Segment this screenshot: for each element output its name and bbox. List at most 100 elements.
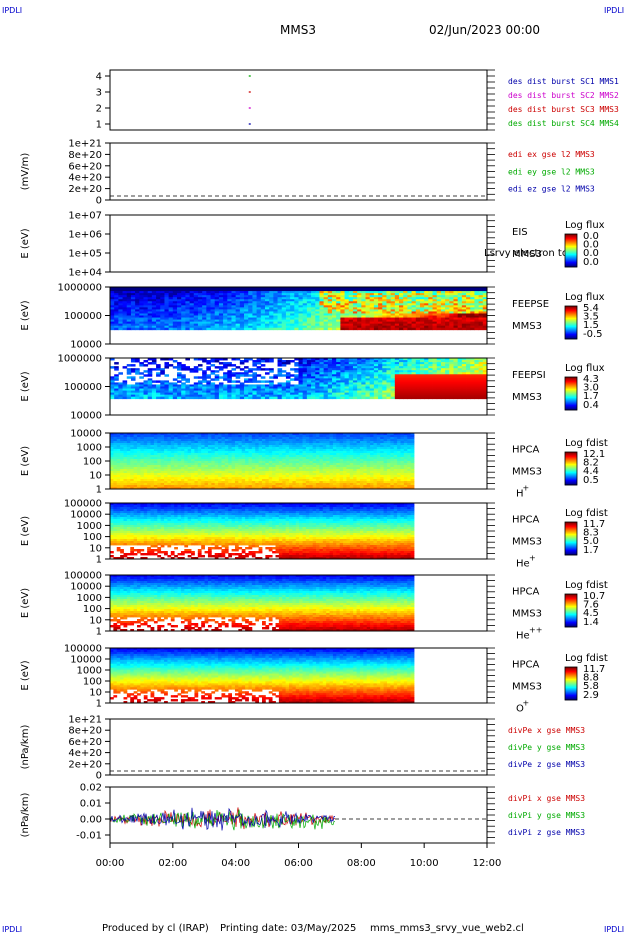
spectrogram-cell-feeps_i (466, 358, 471, 361)
spectrogram-cell-feeps_i (394, 364, 400, 367)
spectrogram-cell-feeps_e (466, 299, 471, 302)
spectrogram-cell-feeps_e (373, 317, 379, 320)
spectrogram-cell-feeps_i (470, 390, 475, 394)
spectrogram-cell-feeps_i (126, 364, 132, 367)
spectrogram-cell-feeps_e (252, 297, 258, 300)
spectrogram-cell-hpca_h (191, 483, 195, 486)
spectrogram-cell-feeps_e (482, 305, 488, 308)
spectrogram-cell-feeps_i (143, 388, 149, 391)
spectrogram-cell-hpca_h (248, 443, 253, 446)
spectrogram-cell-feeps_i (478, 358, 484, 361)
spectrogram-cell-feeps_i (285, 388, 291, 391)
spectrogram-cell-feeps_i (269, 392, 274, 396)
spectrogram-cell-hpca_h (211, 433, 216, 436)
spectrogram-cell-feeps_e (269, 303, 274, 306)
spectrogram-cell-feeps_i (436, 394, 442, 398)
spectrogram-cell-hpca_h (126, 437, 131, 440)
spectrogram-cell-feeps_e (478, 293, 484, 296)
colorbar-segment-feeps_i (565, 399, 577, 401)
spectrogram-cell-feeps_e (319, 323, 325, 327)
spectrogram-cell-hpca_h (120, 453, 124, 456)
spectrogram-cell-feeps_e (290, 287, 295, 290)
spectrogram-cell-hpca_h (231, 467, 236, 470)
spectrogram-cell-feeps_e (197, 293, 203, 296)
spectrogram-cell-feeps_i (294, 384, 299, 387)
spectrogram-cell-feeps_e (164, 303, 170, 306)
spectrogram-cell-feeps_e (206, 319, 211, 323)
spectrogram-cell-hpca_h (214, 461, 219, 464)
spectrogram-cell-feeps_e (214, 315, 220, 318)
spectrogram-cell-hpca_h (248, 449, 253, 452)
spectrogram-cell-feeps_i (327, 382, 333, 385)
spectrogram-cell-hpca_h (157, 465, 162, 468)
spectrogram-cell-hpca_h (268, 475, 273, 478)
spectrogram-cell-hpca_h (218, 447, 222, 450)
spectrogram-cell-hpca_h (174, 483, 178, 486)
spectrogram-cell-hpca_h (140, 453, 145, 456)
spectrogram-cell-feeps_e (139, 305, 144, 308)
spectrogram-cell-feeps_e (466, 325, 471, 329)
spectrogram-cell-hpca_h (234, 439, 239, 442)
spectrogram-cell-feeps_i (403, 360, 408, 363)
spectrogram-cell-feeps_i (449, 380, 454, 383)
spectrogram-cell-feeps_e (482, 317, 488, 320)
spectrogram-cell-feeps_e (269, 327, 274, 331)
spectrogram-cell-hpca_h (123, 479, 128, 482)
spectrogram-cell-feeps_i (135, 382, 140, 385)
spectrogram-cell-hpca_h (191, 475, 195, 478)
spectrogram-cell-hpca_h (211, 473, 216, 476)
spectrogram-cell-feeps_i (252, 374, 258, 377)
spectrogram-cell-feeps_e (143, 301, 149, 304)
spectrogram-cell-feeps_i (419, 396, 425, 400)
spectrogram-cell-feeps_e (156, 295, 161, 298)
spectrogram-cell-feeps_e (227, 301, 232, 304)
spectrogram-cell-hpca_h (147, 445, 151, 448)
spectrogram-cell-hpca_h (238, 435, 243, 438)
spectrogram-cell-feeps_e (453, 287, 459, 290)
spectrogram-cell-feeps_e (428, 317, 433, 320)
spectrogram-cell-feeps_i (344, 388, 350, 391)
spectrogram-cell-feeps_i (126, 396, 132, 400)
spectrogram-cell-feeps_e (223, 303, 228, 306)
spectrogram-cell-feeps_i (332, 380, 337, 383)
spectrogram-cell-hpca_h (238, 457, 243, 460)
y-tick-label-edi: 6e+20 (68, 161, 102, 172)
spectrogram-cell-hpca_h (133, 483, 138, 486)
spectrogram-cell-feeps_i (378, 382, 383, 385)
spectrogram-cell-feeps_i (348, 360, 354, 363)
spectrogram-cell-feeps_e (478, 295, 484, 298)
spectrogram-cell-feeps_e (457, 313, 463, 316)
spectrogram-cell-feeps_i (386, 380, 392, 383)
spectrogram-cell-feeps_e (277, 311, 283, 314)
spectrogram-cell-feeps_e (373, 287, 379, 290)
spectrogram-cell-feeps_i (290, 384, 295, 387)
spectrogram-cell-feeps_e (348, 317, 354, 320)
spectrogram-cell-feeps_e (424, 319, 429, 323)
spectrogram-cell-feeps_i (445, 392, 450, 396)
spectrogram-cell-feeps_e (482, 321, 488, 325)
spectrogram-cell-feeps_i (306, 392, 312, 396)
spectrogram-cell-feeps_e (352, 311, 358, 314)
spectrogram-cell-hpca_h (265, 485, 270, 488)
spectrogram-cell-feeps_e (130, 309, 136, 312)
spectrogram-cell-feeps_e (365, 313, 371, 316)
spectrogram-cell-feeps_i (139, 386, 144, 389)
spectrogram-cell-feeps_i (432, 366, 438, 369)
spectrogram-cell-feeps_e (482, 295, 488, 298)
spectrogram-cell-hpca_h (150, 467, 155, 470)
spectrogram-cell-feeps_i (244, 392, 249, 396)
spectrogram-cell-feeps_e (382, 311, 387, 314)
spectrogram-cell-feeps_e (390, 307, 396, 310)
spectrogram-cell-feeps_e (227, 303, 232, 306)
spectrogram-cell-hpca_h (160, 445, 165, 448)
spectrogram-cell-feeps_e (348, 307, 354, 310)
spectrogram-cell-feeps_i (357, 384, 362, 387)
spectrogram-cell-hpca_h (113, 463, 118, 466)
spectrogram-cell-feeps_e (227, 287, 232, 290)
spectrogram-cell-hpca_h (130, 483, 135, 486)
spectrogram-cell-feeps_e (457, 321, 463, 325)
spectrogram-cell-feeps_i (332, 386, 337, 389)
spectrogram-cell-feeps_e (344, 311, 350, 314)
spectrogram-cell-hpca_h (231, 465, 236, 468)
spectrogram-cell-feeps_e (428, 313, 433, 316)
